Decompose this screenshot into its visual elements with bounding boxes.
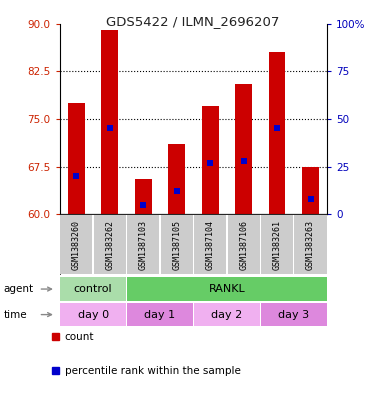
Text: time: time bbox=[4, 310, 27, 320]
Bar bbox=[60, 277, 126, 301]
Text: RANKL: RANKL bbox=[209, 284, 245, 294]
Bar bbox=[60, 303, 126, 327]
Text: GSM1387103: GSM1387103 bbox=[139, 220, 148, 270]
Bar bbox=[168, 144, 185, 214]
Bar bbox=[235, 84, 252, 214]
Bar bbox=[295, 215, 326, 274]
Bar bbox=[194, 303, 260, 327]
Text: count: count bbox=[65, 332, 94, 342]
Bar bbox=[261, 215, 293, 274]
Text: GSM1383260: GSM1383260 bbox=[72, 220, 81, 270]
Text: control: control bbox=[74, 284, 112, 294]
Bar bbox=[52, 367, 59, 374]
Text: GSM1383263: GSM1383263 bbox=[306, 220, 315, 270]
Bar bbox=[127, 215, 159, 274]
Bar bbox=[60, 215, 92, 274]
Bar bbox=[194, 215, 226, 274]
Bar bbox=[94, 215, 126, 274]
Text: GSM1383261: GSM1383261 bbox=[273, 220, 281, 270]
Bar bbox=[52, 333, 59, 340]
Text: agent: agent bbox=[4, 284, 34, 294]
Bar bbox=[135, 179, 152, 214]
Text: GDS5422 / ILMN_2696207: GDS5422 / ILMN_2696207 bbox=[106, 15, 279, 28]
Bar bbox=[302, 167, 319, 214]
Bar bbox=[127, 303, 193, 327]
Bar bbox=[161, 215, 193, 274]
Text: day 0: day 0 bbox=[77, 310, 109, 320]
Text: day 3: day 3 bbox=[278, 310, 310, 320]
Text: day 2: day 2 bbox=[211, 310, 243, 320]
Bar bbox=[261, 303, 327, 327]
Text: GSM1383262: GSM1383262 bbox=[105, 220, 114, 270]
Bar bbox=[127, 277, 327, 301]
Text: day 1: day 1 bbox=[144, 310, 176, 320]
Text: GSM1387106: GSM1387106 bbox=[239, 220, 248, 270]
Bar bbox=[102, 30, 118, 214]
Text: GSM1387104: GSM1387104 bbox=[206, 220, 215, 270]
Bar bbox=[202, 106, 219, 214]
Text: percentile rank within the sample: percentile rank within the sample bbox=[65, 366, 241, 376]
Bar bbox=[228, 215, 260, 274]
Text: GSM1387105: GSM1387105 bbox=[172, 220, 181, 270]
Bar bbox=[269, 52, 285, 214]
Bar bbox=[68, 103, 85, 214]
